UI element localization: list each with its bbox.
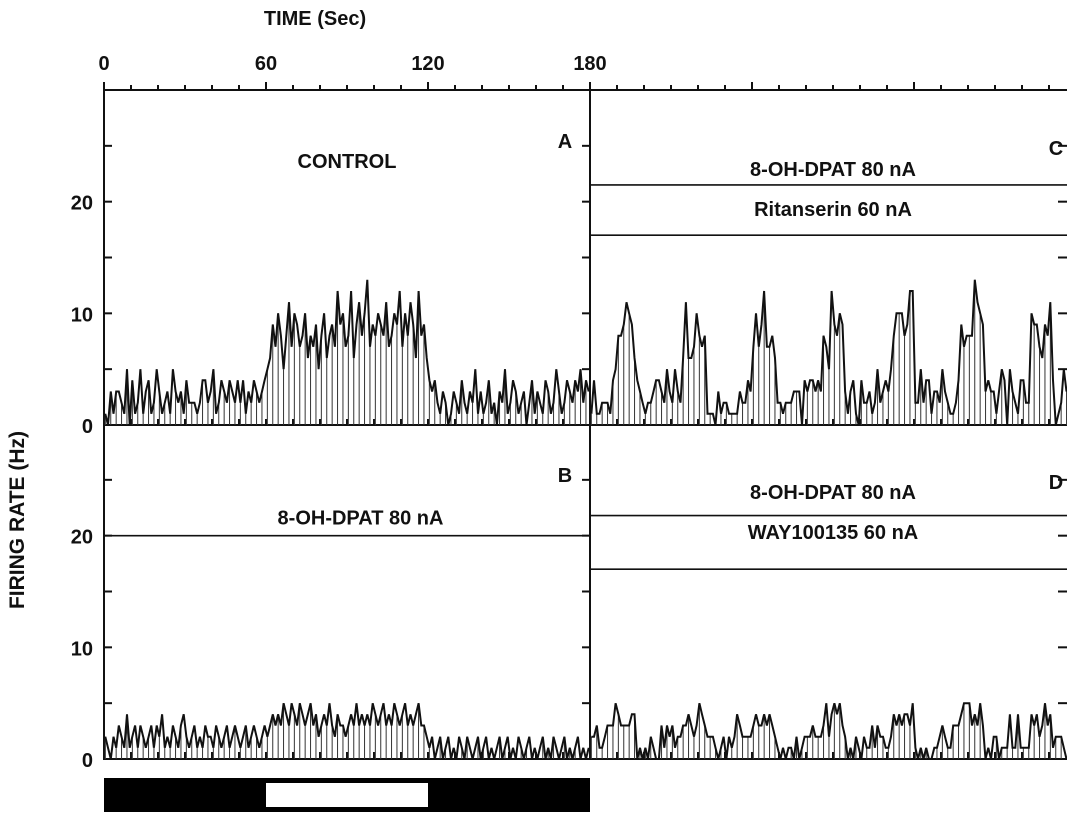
rate-trace-d [591, 702, 1067, 760]
rate-trace-a [104, 279, 590, 426]
panel-label: Ritanserin 60 nA [754, 199, 912, 221]
panel-label: WAY100135 60 nA [748, 522, 918, 544]
x-tick-label: 180 [573, 53, 606, 75]
panel-letter-a: A [558, 131, 572, 153]
x-tick-label: 120 [411, 53, 444, 75]
axes-layer [103, 82, 1067, 812]
bars-layer [104, 279, 1067, 759]
panel-label: 8-OH-DPAT 80 nA [750, 159, 916, 181]
text-layer: TIME (Sec) FIRING RATE (Hz) 0 60 120 180 0 10… [6, 8, 1063, 772]
x-axis-title: TIME (Sec) [264, 8, 366, 30]
y-tick-label: 10 [71, 304, 93, 326]
y-tick-label: 0 [82, 416, 93, 438]
panel-letter-b: B [558, 465, 572, 487]
panel-label: 8-OH-DPAT 80 nA [750, 482, 916, 504]
y-axis-title: FIRING RATE (Hz) [6, 431, 29, 609]
panel-label: CONTROL [298, 151, 397, 173]
y-tick-label: 20 [71, 527, 93, 549]
panel-letter-c: C [1049, 138, 1063, 160]
y-tick-label: 10 [71, 638, 93, 660]
trace-layer [104, 279, 1067, 760]
panel-letter-d: D [1049, 472, 1063, 494]
x-tick-label: 0 [98, 53, 109, 75]
y-tick-label: 20 [71, 193, 93, 215]
x-tick-label: 60 [255, 53, 277, 75]
rate-trace-b [104, 702, 590, 760]
panel-label: 8-OH-DPAT 80 nA [278, 508, 444, 530]
rate-trace-c [590, 279, 1067, 426]
stimulus-on-period [266, 783, 428, 807]
y-tick-label: 0 [82, 750, 93, 772]
